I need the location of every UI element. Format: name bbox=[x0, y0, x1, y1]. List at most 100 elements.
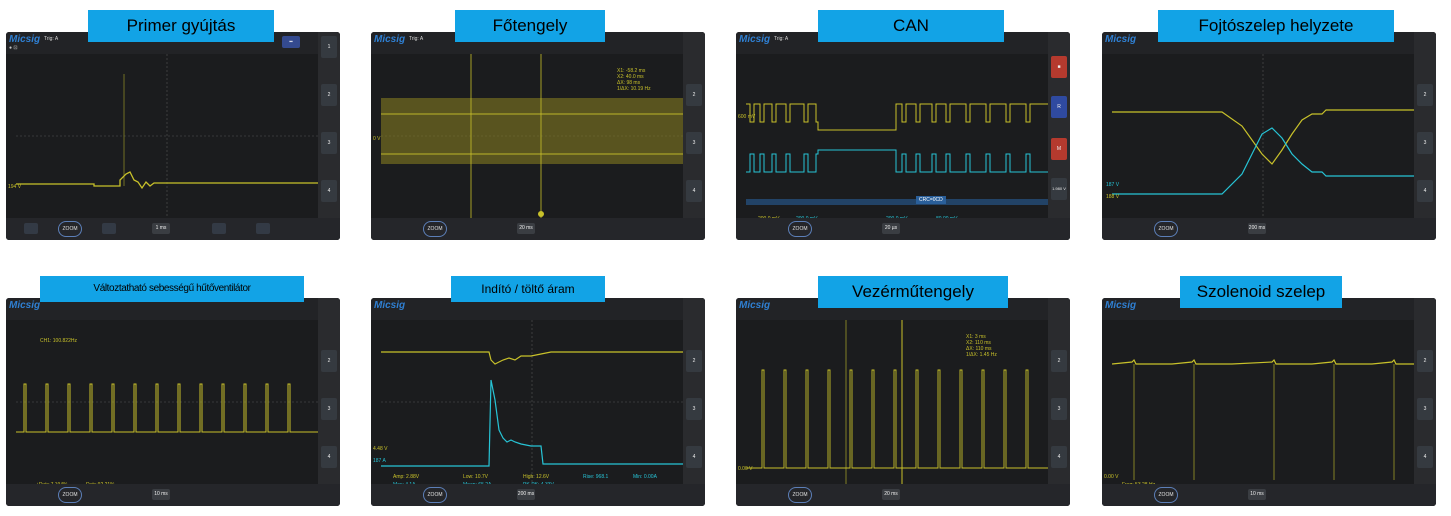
bottom-bar: ZOOM 20 µs bbox=[736, 218, 1070, 240]
zoom-button[interactable]: ZOOM bbox=[788, 487, 812, 503]
top-bar: Micsig Trig: A bbox=[371, 32, 705, 54]
zoom-button[interactable]: ZOOM bbox=[423, 221, 447, 237]
side-panel: 2 3 4 bbox=[1414, 298, 1436, 506]
brand-logo: Micsig bbox=[9, 300, 41, 311]
side-panel: 2 3 4 bbox=[1048, 298, 1070, 506]
bottom-bar: ZOOM 1 ms bbox=[6, 218, 340, 240]
ch3-button[interactable]: 3 bbox=[686, 132, 702, 154]
timebase-readout[interactable]: 10 ms bbox=[152, 489, 170, 500]
scope-panel-throttle: Micsig 187 V 188 V 2 3 4 ZOOM 200 ms Foj… bbox=[1096, 10, 1436, 240]
waveform-area[interactable] bbox=[746, 320, 1048, 484]
top-bar: Micsig bbox=[6, 298, 340, 320]
panel-title: Primer gyújtás bbox=[88, 10, 274, 42]
brand-logo: Micsig bbox=[739, 34, 771, 45]
ch2-button[interactable]: 2 bbox=[686, 350, 702, 372]
trigger-status[interactable]: Trig: A bbox=[409, 36, 424, 42]
save-button[interactable] bbox=[212, 223, 226, 234]
top-bar: Micsig bbox=[371, 298, 705, 320]
ch4-button[interactable]: 4 bbox=[321, 446, 337, 468]
ch3-button[interactable]: 3 bbox=[321, 132, 337, 154]
ch3-button[interactable]: 3 bbox=[321, 398, 337, 420]
ch2-button[interactable]: 2 bbox=[1417, 350, 1433, 372]
trigger-status[interactable]: Trig: A bbox=[774, 36, 789, 42]
stop-button[interactable]: ■ bbox=[1051, 56, 1067, 78]
scope-screen: Micsig 187 V 188 V 2 3 4 ZOOM 200 ms bbox=[1102, 32, 1436, 240]
zoom-button[interactable]: ZOOM bbox=[1154, 221, 1178, 237]
timebase-readout[interactable]: 200 ms bbox=[517, 489, 535, 500]
scope-panel-starter-current: Micsig Amp: 2.88V Low: 10.7V High: 12.6V… bbox=[365, 276, 705, 506]
brand-logo: Micsig bbox=[374, 300, 406, 311]
ch4-button[interactable]: 4 bbox=[1417, 180, 1433, 202]
ch1-scale-button[interactable]: 1 bbox=[321, 36, 337, 58]
side-panel: 2 3 4 bbox=[318, 298, 340, 506]
frequency-readout: CH1: 100.822Hz bbox=[40, 338, 77, 344]
waveform-area[interactable] bbox=[16, 320, 318, 484]
timebase-readout[interactable]: 20 ms bbox=[517, 223, 535, 234]
scope-panel-fan: Micsig CH1: 100.822Hz +Duty 7.194% Duty … bbox=[0, 276, 340, 506]
panel-title: Főtengely bbox=[455, 10, 605, 42]
ch1-offset: 0.00 V bbox=[738, 466, 753, 472]
ch2-button[interactable]: 2 bbox=[321, 350, 337, 372]
scope-screen: Micsig Trig: A CRC=0CD 200.0 mV 200.0 mV… bbox=[736, 32, 1070, 240]
ch1-offset: 188 V bbox=[1106, 194, 1120, 200]
ch1-offset: 4.48 V bbox=[373, 446, 388, 452]
waveform-area[interactable] bbox=[381, 54, 683, 218]
ch1-trace bbox=[16, 171, 318, 190]
waveform-area[interactable] bbox=[1112, 320, 1414, 484]
cursor-readout: X1: -58.2 ms X2: 40.0 ms ΔX: 98 ms 1/ΔX:… bbox=[617, 68, 651, 92]
ref-button[interactable]: R bbox=[1051, 96, 1067, 118]
zoom-button[interactable]: ZOOM bbox=[788, 221, 812, 237]
ch4-button[interactable]: 4 bbox=[321, 180, 337, 202]
ch2-offset: 187 V bbox=[1106, 182, 1120, 188]
scope-panel-camshaft: Micsig X1: 3 ms X2: 110 ms ΔX: 110 ms 1/… bbox=[730, 276, 1070, 506]
zoom-button[interactable]: ZOOM bbox=[423, 487, 447, 503]
ch2-button[interactable]: 2 bbox=[686, 84, 702, 106]
auto-button[interactable]: ▪▪ bbox=[282, 36, 300, 48]
trigger-status[interactable]: Trig: A bbox=[44, 36, 59, 42]
ch4-button[interactable]: 4 bbox=[1417, 446, 1433, 468]
scope-screen: Micsig Amp: 2.88V Low: 10.7V High: 12.6V… bbox=[371, 298, 705, 506]
math-button[interactable]: M bbox=[1051, 138, 1067, 160]
ch2-button[interactable]: 2 bbox=[321, 84, 337, 106]
bottom-bar: ZOOM 20 ms bbox=[736, 484, 1070, 506]
ch4-button[interactable]: 4 bbox=[686, 446, 702, 468]
side-panel: 2 3 4 bbox=[1414, 32, 1436, 240]
ch2-button[interactable]: 2 bbox=[1051, 350, 1067, 372]
zoom-button[interactable]: ZOOM bbox=[58, 221, 82, 237]
timebase-readout[interactable]: 20 µs bbox=[882, 223, 900, 234]
scope-panel-crankshaft: Micsig Trig: A X1: -58.2 ms X2: 40.0 ms … bbox=[365, 10, 705, 240]
waveform-area[interactable] bbox=[746, 54, 1048, 218]
ch2-button[interactable]: 2 bbox=[1417, 84, 1433, 106]
trigger-level[interactable]: 1.980 V bbox=[1051, 178, 1067, 200]
side-panel: 2 3 4 bbox=[683, 32, 705, 240]
timebase-readout[interactable]: 20 ms bbox=[882, 489, 900, 500]
panel-title: CAN bbox=[818, 10, 1004, 42]
brand-logo: Micsig bbox=[739, 300, 771, 311]
settings-button[interactable] bbox=[256, 223, 270, 234]
scope-panel-can: Micsig Trig: A CRC=0CD 200.0 mV 200.0 mV… bbox=[730, 10, 1070, 240]
panel-title: Fojtószelep helyzete bbox=[1158, 10, 1394, 42]
cursor-readout: X1: 3 ms X2: 110 ms ΔX: 110 ms 1/ΔX: 1.4… bbox=[966, 334, 997, 358]
timebase-readout[interactable]: 1 ms bbox=[152, 223, 170, 234]
zoom-button[interactable]: ZOOM bbox=[58, 487, 82, 503]
ch4-button[interactable]: 4 bbox=[1051, 446, 1067, 468]
ch3-button[interactable]: 3 bbox=[1417, 132, 1433, 154]
ch4-button[interactable]: 4 bbox=[686, 180, 702, 202]
bottom-bar: ZOOM 200 ms bbox=[1102, 218, 1436, 240]
time-readout: ● ⊡ bbox=[9, 45, 18, 51]
menu-button[interactable] bbox=[24, 223, 38, 234]
timebase-readout[interactable]: 200 ms bbox=[1248, 223, 1266, 234]
measure-button[interactable] bbox=[102, 223, 116, 234]
ch2-offset: 187 A bbox=[373, 458, 386, 464]
timebase-readout[interactable]: 10 ms bbox=[1248, 489, 1266, 500]
ch3-button[interactable]: 3 bbox=[1051, 398, 1067, 420]
waveform-area[interactable] bbox=[381, 320, 683, 484]
zoom-button[interactable]: ZOOM bbox=[1154, 487, 1178, 503]
ch3-button[interactable]: 3 bbox=[1417, 398, 1433, 420]
ch3-button[interactable]: 3 bbox=[686, 398, 702, 420]
waveform-area[interactable] bbox=[1112, 54, 1414, 218]
brand-logo: Micsig bbox=[1105, 300, 1137, 311]
bottom-bar: ZOOM 10 ms bbox=[6, 484, 340, 506]
ch1-offset: 194 V bbox=[8, 184, 22, 190]
waveform-area[interactable] bbox=[16, 54, 318, 218]
